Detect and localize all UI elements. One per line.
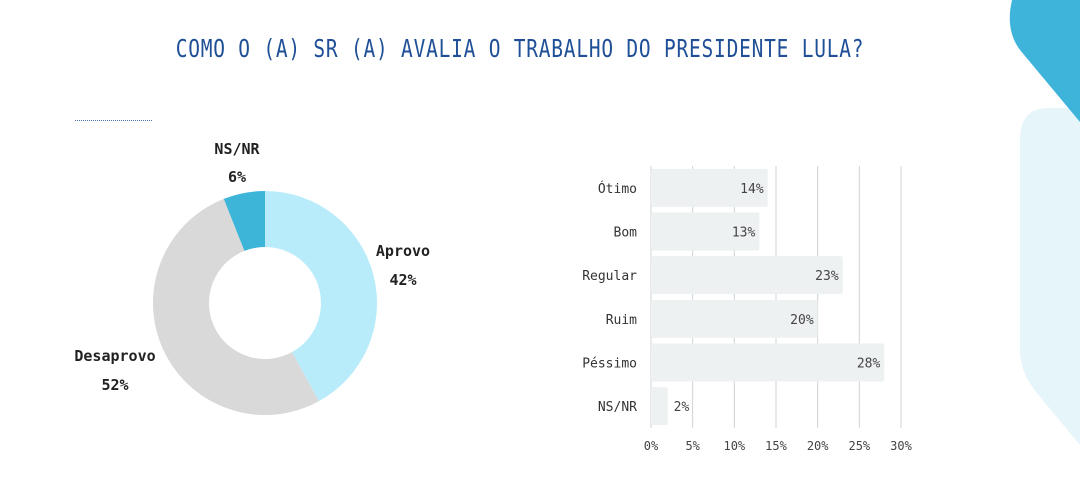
bar xyxy=(651,343,885,382)
bar-value-label: 20% xyxy=(790,313,814,328)
category-label: Péssimo xyxy=(582,357,637,372)
divider-dotted-line xyxy=(75,120,152,121)
category-label: Ruim xyxy=(606,313,637,328)
category-label: Regular xyxy=(582,269,637,284)
bar xyxy=(651,212,760,251)
bar-value-label: 13% xyxy=(732,226,756,241)
deco-light-shape xyxy=(1020,108,1080,445)
bar-value-label: 2% xyxy=(674,400,690,415)
slice-value-desaprovo: 52% xyxy=(101,376,128,394)
bar xyxy=(651,299,818,338)
category-label: Bom xyxy=(614,226,638,241)
slice-label-aprovo: Aprovo xyxy=(376,242,430,260)
slice-desaprovo xyxy=(153,198,319,415)
category-label: Ótimo xyxy=(598,181,637,197)
slice-value-ns-nr: 6% xyxy=(228,168,246,186)
bar-value-label: 23% xyxy=(815,269,839,284)
slice-label-ns-nr: NS/NR xyxy=(214,140,260,158)
x-tick-label: 15% xyxy=(765,439,787,453)
x-tick-label: 20% xyxy=(807,439,829,453)
bar-value-label: 14% xyxy=(740,182,764,197)
slice-ns-nr xyxy=(223,191,265,251)
bar xyxy=(651,387,668,426)
slice-label-desaprovo: Desaprovo xyxy=(74,347,155,365)
bar-value-label: 28% xyxy=(857,357,881,372)
x-tick-label: 30% xyxy=(890,439,912,453)
chart-title: COMO O (A) SR (A) AVALIA O TRABALHO DO P… xyxy=(175,34,865,63)
x-tick-label: 25% xyxy=(848,439,870,453)
x-tick-label: 5% xyxy=(685,439,700,453)
bar xyxy=(651,168,768,207)
x-tick-label: 0% xyxy=(644,439,659,453)
category-label: NS/NR xyxy=(598,400,637,415)
deco-dark-shape xyxy=(1009,0,1080,122)
bar xyxy=(651,256,843,295)
x-tick-label: 10% xyxy=(723,439,745,453)
slice-aprovo xyxy=(265,190,378,402)
slice-value-aprovo: 42% xyxy=(389,271,416,289)
